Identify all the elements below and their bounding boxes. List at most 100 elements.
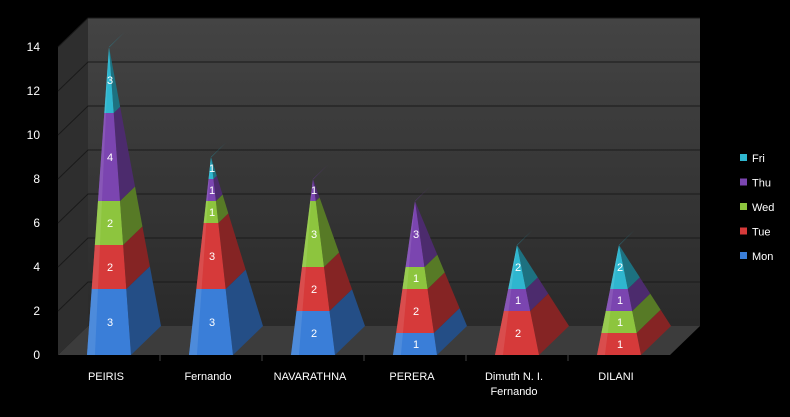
x-tick-label: Dimuth N. I. Fernando — [485, 371, 543, 398]
data-label: 4 — [107, 152, 113, 164]
bar-segment-highlight — [610, 245, 619, 289]
bar-segment-side — [632, 293, 661, 333]
legend: Fri Thu Wed Tue Mon — [740, 153, 774, 263]
bar-segment-side — [211, 157, 217, 179]
gridlines — [57, 17, 700, 312]
legend-swatch — [740, 252, 747, 259]
bar-segment-highlight — [402, 267, 409, 289]
data-label: 1 — [413, 273, 419, 285]
bar-segment-side — [218, 213, 246, 289]
data-label: 1 — [617, 295, 623, 307]
y-tick-label: 12 — [27, 84, 41, 98]
data-label: 2 — [107, 262, 113, 274]
legend-label: Tue — [752, 227, 771, 239]
bar-segment-side — [636, 309, 671, 355]
gridline — [57, 193, 700, 224]
bar-segment — [291, 311, 335, 355]
gridline — [57, 281, 700, 312]
legend-swatch — [740, 178, 747, 186]
bar-segment-side — [324, 252, 352, 311]
legend-label: Wed — [752, 202, 774, 214]
x-tick-label: DILANI — [598, 371, 633, 383]
gridline — [57, 61, 700, 92]
bar-segment-side — [433, 308, 467, 355]
bar-segment-side — [530, 293, 569, 355]
bar-segment — [597, 333, 641, 355]
data-label: 1 — [311, 185, 317, 197]
side-wall — [58, 18, 88, 355]
y-tick-label: 10 — [27, 128, 41, 142]
bar-segment-side — [424, 254, 445, 289]
legend-swatch — [740, 203, 747, 210]
bar-segment-highlight — [91, 245, 100, 289]
bar-segment-side — [619, 245, 640, 289]
bar-segment-highlight — [393, 333, 403, 355]
pyramid-5: 1 1 1 2 — [597, 230, 671, 355]
data-label: 2 — [515, 328, 521, 340]
data-label: 3 — [107, 75, 113, 87]
x-tick-label: NAVARATHNA — [274, 371, 347, 383]
data-label: 2 — [311, 328, 317, 340]
legend-swatch — [740, 227, 747, 235]
back-wall — [88, 18, 700, 326]
bar-segment-highlight — [208, 157, 211, 179]
bar-segment-highlight — [104, 47, 109, 113]
y-tick-label: 14 — [27, 40, 41, 54]
x-axis-ticks: PEIRIS Fernando NAVARATHNA PERERA Dimuth N. … — [88, 355, 634, 398]
data-label: 2 — [107, 218, 113, 230]
data-label: 3 — [209, 317, 215, 329]
pyramid-apex — [517, 230, 532, 245]
bar-segment — [402, 267, 428, 289]
data-label: 3 — [413, 229, 419, 241]
x-tick-label: Fernando — [184, 371, 231, 383]
bar-segment-highlight — [508, 245, 517, 289]
bar-segment-side — [329, 289, 365, 355]
bar-segment-side — [313, 179, 320, 201]
bar-segment-side — [123, 226, 150, 289]
data-label: 1 — [515, 295, 521, 307]
y-axis-ticks: 0 2 4 6 8 10 12 14 — [27, 40, 41, 362]
bar-segment-side — [415, 201, 438, 267]
legend-swatch — [740, 154, 747, 161]
data-label: 1 — [617, 339, 623, 351]
bar-segment-highlight — [296, 267, 306, 311]
bar-segment-side — [315, 197, 339, 267]
bar-segment — [87, 289, 131, 355]
bar-segment-highlight — [189, 289, 202, 355]
data-label: 1 — [209, 163, 215, 175]
bar-segment-highlight — [601, 311, 611, 333]
legend-label: Fri — [752, 153, 765, 165]
bar-segment-highlight — [310, 179, 313, 201]
bar-segment-side — [126, 266, 161, 355]
x-tick-label: PEIRIS — [88, 371, 124, 383]
y-tick-label: 4 — [33, 260, 40, 274]
pyramid-apex — [109, 32, 124, 47]
bar-segment-side — [109, 47, 121, 113]
bar-segment-side — [525, 277, 549, 311]
x-tick-label: PERERA — [389, 371, 435, 383]
bar-segment-highlight — [495, 311, 509, 355]
gridline — [57, 17, 700, 48]
pyramid-0: 3 2 2 4 3 — [87, 32, 161, 355]
gridline — [57, 149, 700, 180]
pyramid-2: 2 2 3 1 — [291, 164, 365, 355]
data-label: 2 — [617, 262, 623, 274]
legend-label: Mon — [752, 251, 773, 263]
pyramid-3: 1 2 1 3 — [393, 186, 467, 355]
y-tick-label: 2 — [33, 304, 40, 318]
bar-segment-side — [627, 277, 651, 311]
bar-segment-side — [427, 272, 460, 333]
bar-segment-side — [120, 186, 143, 245]
data-label: 1 — [209, 185, 215, 197]
bar-segment-highlight — [87, 289, 98, 355]
gridline — [57, 105, 700, 136]
data-label: 2 — [413, 306, 419, 318]
bar-segment-highlight — [597, 333, 608, 355]
bar-segment-side — [213, 175, 223, 201]
bar-segment-side — [215, 194, 229, 223]
bar-segment-highlight — [503, 289, 512, 311]
pyramid-4: 2 1 2 — [495, 230, 569, 355]
pyramid-apex — [415, 186, 430, 201]
data-label: 3 — [107, 317, 113, 329]
